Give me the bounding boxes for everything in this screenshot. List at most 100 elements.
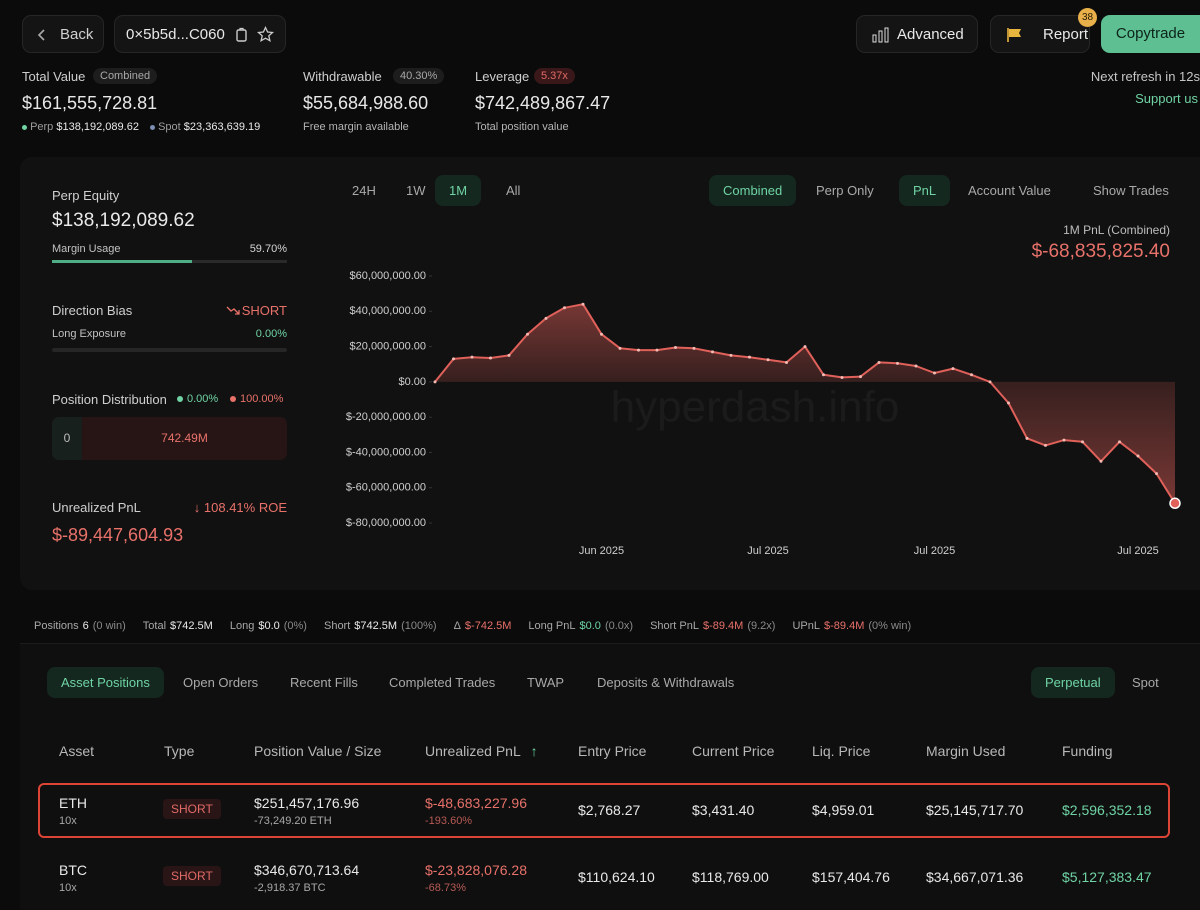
long-amount: 0 bbox=[52, 417, 82, 460]
advanced-button[interactable]: Advanced bbox=[856, 15, 978, 53]
mode-tab[interactable]: Combined bbox=[709, 175, 797, 206]
data-point bbox=[1062, 438, 1066, 442]
down-trend-icon bbox=[226, 306, 240, 315]
position-size: -2,918.37 BTC bbox=[254, 882, 326, 894]
stat-item: Δ $-742.5M bbox=[454, 620, 516, 632]
side-tag: SHORT bbox=[163, 866, 221, 886]
section-tab[interactable]: Completed Trades bbox=[389, 675, 496, 690]
y-tick-label: $-20,000,000.00 bbox=[346, 411, 426, 423]
show-trades-toggle[interactable]: Show Trades bbox=[1093, 183, 1169, 198]
long-dot bbox=[177, 396, 183, 402]
unrealized-pnl: $-48,683,227.96 bbox=[425, 795, 527, 811]
star-icon[interactable] bbox=[257, 26, 274, 43]
y-tick-label: $-80,000,000.00 bbox=[346, 517, 426, 529]
sort-arrow[interactable]: ↑ bbox=[526, 743, 538, 759]
mode-tab[interactable]: Perp Only bbox=[816, 183, 874, 198]
spot-dot bbox=[150, 124, 156, 130]
data-point bbox=[600, 332, 603, 336]
column-header: Funding bbox=[1062, 743, 1113, 759]
copytrade-button[interactable]: Copytrade bbox=[1101, 15, 1200, 53]
liq-price: $157,404.76 bbox=[812, 869, 890, 885]
highlight-box bbox=[38, 783, 1170, 838]
range-tab[interactable]: 1W bbox=[406, 183, 426, 198]
stat-item: Total $742.5M bbox=[143, 620, 217, 632]
stat-note: (9.2x) bbox=[747, 620, 776, 632]
section-tab[interactable]: Deposits & Withdrawals bbox=[597, 675, 735, 690]
stat-label: UPnL bbox=[792, 620, 820, 632]
column-header: Asset bbox=[59, 743, 95, 759]
data-point bbox=[433, 380, 437, 384]
summary-tag: 40.30% bbox=[393, 68, 445, 84]
stat-label: Total bbox=[142, 620, 167, 632]
roe-value: 108.41% ROE bbox=[203, 500, 287, 515]
stat-item: Long $0.0 (0%) bbox=[230, 620, 311, 632]
leverage: 10x bbox=[59, 815, 77, 827]
range-tab[interactable]: All bbox=[506, 183, 521, 198]
report-button[interactable]: Report bbox=[990, 15, 1090, 53]
flag-icon bbox=[1007, 28, 1021, 42]
watermark: hyperdash.info bbox=[611, 383, 900, 432]
data-point bbox=[877, 360, 881, 364]
perp-value: $138,192,089.62 bbox=[56, 121, 139, 133]
data-point bbox=[489, 356, 492, 360]
back-button[interactable]: Back bbox=[22, 15, 104, 53]
direction-bias: SHORT bbox=[241, 303, 287, 318]
stat-item: Positions 6 (0 win) bbox=[34, 620, 130, 632]
summary-label: Leverage bbox=[475, 69, 530, 84]
long-share: 0.00% bbox=[177, 393, 218, 405]
pnl-area bbox=[435, 304, 1175, 504]
down-arrow: ↓ bbox=[193, 500, 204, 515]
stat-item: Short $742.5M (100%) bbox=[324, 620, 441, 632]
data-point bbox=[729, 353, 733, 357]
stat-item: Short PnL $-89.4M (9.2x) bbox=[650, 620, 779, 632]
distribution-bar: 0 742.49M bbox=[52, 417, 287, 460]
stat-note: (0% win) bbox=[868, 620, 912, 632]
market-tab[interactable]: Spot bbox=[1132, 675, 1159, 690]
stat-label: Long PnL bbox=[528, 620, 576, 632]
data-point bbox=[840, 375, 844, 379]
position-size: -73,249.20 ETH bbox=[254, 815, 332, 827]
position-value: $251,457,176.96 bbox=[254, 795, 360, 811]
side-label: Direction Bias bbox=[52, 303, 133, 318]
section-tab[interactable]: Open Orders bbox=[183, 675, 259, 690]
y-tick-label: $40,000,000.00 bbox=[350, 305, 426, 317]
current-price: $3,431.40 bbox=[692, 802, 755, 818]
data-point bbox=[655, 348, 659, 352]
stats-bar: Positions 6 (0 win) Total $742.5M Long $0.0 (0%… bbox=[34, 620, 915, 632]
data-point bbox=[618, 346, 622, 350]
metric-tab[interactable]: Account Value bbox=[968, 183, 1051, 198]
range-tab[interactable]: 1M bbox=[435, 175, 482, 206]
wallet-address: 0×5b5d...C060 bbox=[126, 26, 225, 43]
data-point bbox=[914, 364, 918, 368]
support-link[interactable]: Support us bbox=[1135, 91, 1198, 106]
stat-value: $0.0 bbox=[258, 620, 280, 632]
perp-dot bbox=[22, 124, 27, 130]
section-tab[interactable]: Recent Fills bbox=[290, 675, 358, 690]
summary-value: $742,489,867.47 bbox=[475, 93, 611, 113]
y-tick-label: $-60,000,000.00 bbox=[346, 482, 426, 494]
column-header: Unrealized PnL ↑ bbox=[425, 743, 538, 759]
side-label: Long Exposure bbox=[52, 328, 126, 340]
section-tab[interactable]: TWAP bbox=[527, 675, 565, 690]
stat-item: UPnL $-89.4M (0% win) bbox=[792, 620, 915, 632]
range-tab[interactable]: 24H bbox=[352, 183, 376, 198]
chart-title: 1M PnL (Combined) bbox=[1063, 223, 1170, 237]
summary-value: $55,684,988.60 bbox=[303, 93, 429, 113]
market-tab[interactable]: Perpetual bbox=[1031, 667, 1115, 698]
x-tick-label: Jul 2025 bbox=[1117, 545, 1159, 557]
section-tab[interactable]: Asset Positions bbox=[47, 667, 164, 698]
data-point bbox=[507, 353, 511, 357]
long-exposure: 0.00% bbox=[255, 328, 287, 340]
stat-label: Short bbox=[323, 620, 351, 632]
metric-tab[interactable]: PnL bbox=[899, 175, 951, 206]
copy-icon[interactable] bbox=[235, 27, 249, 43]
unrealized-pnl: $-89,447,604.93 bbox=[52, 525, 184, 545]
data-point bbox=[785, 360, 788, 364]
data-point bbox=[951, 367, 955, 371]
summary-breakdown: Perp $138,192,089.62 Spot $23,363,639.19 bbox=[22, 121, 260, 133]
pnl-percent: -68.73% bbox=[425, 882, 466, 894]
current-price: $118,769.00 bbox=[692, 869, 769, 885]
data-point bbox=[711, 350, 714, 354]
